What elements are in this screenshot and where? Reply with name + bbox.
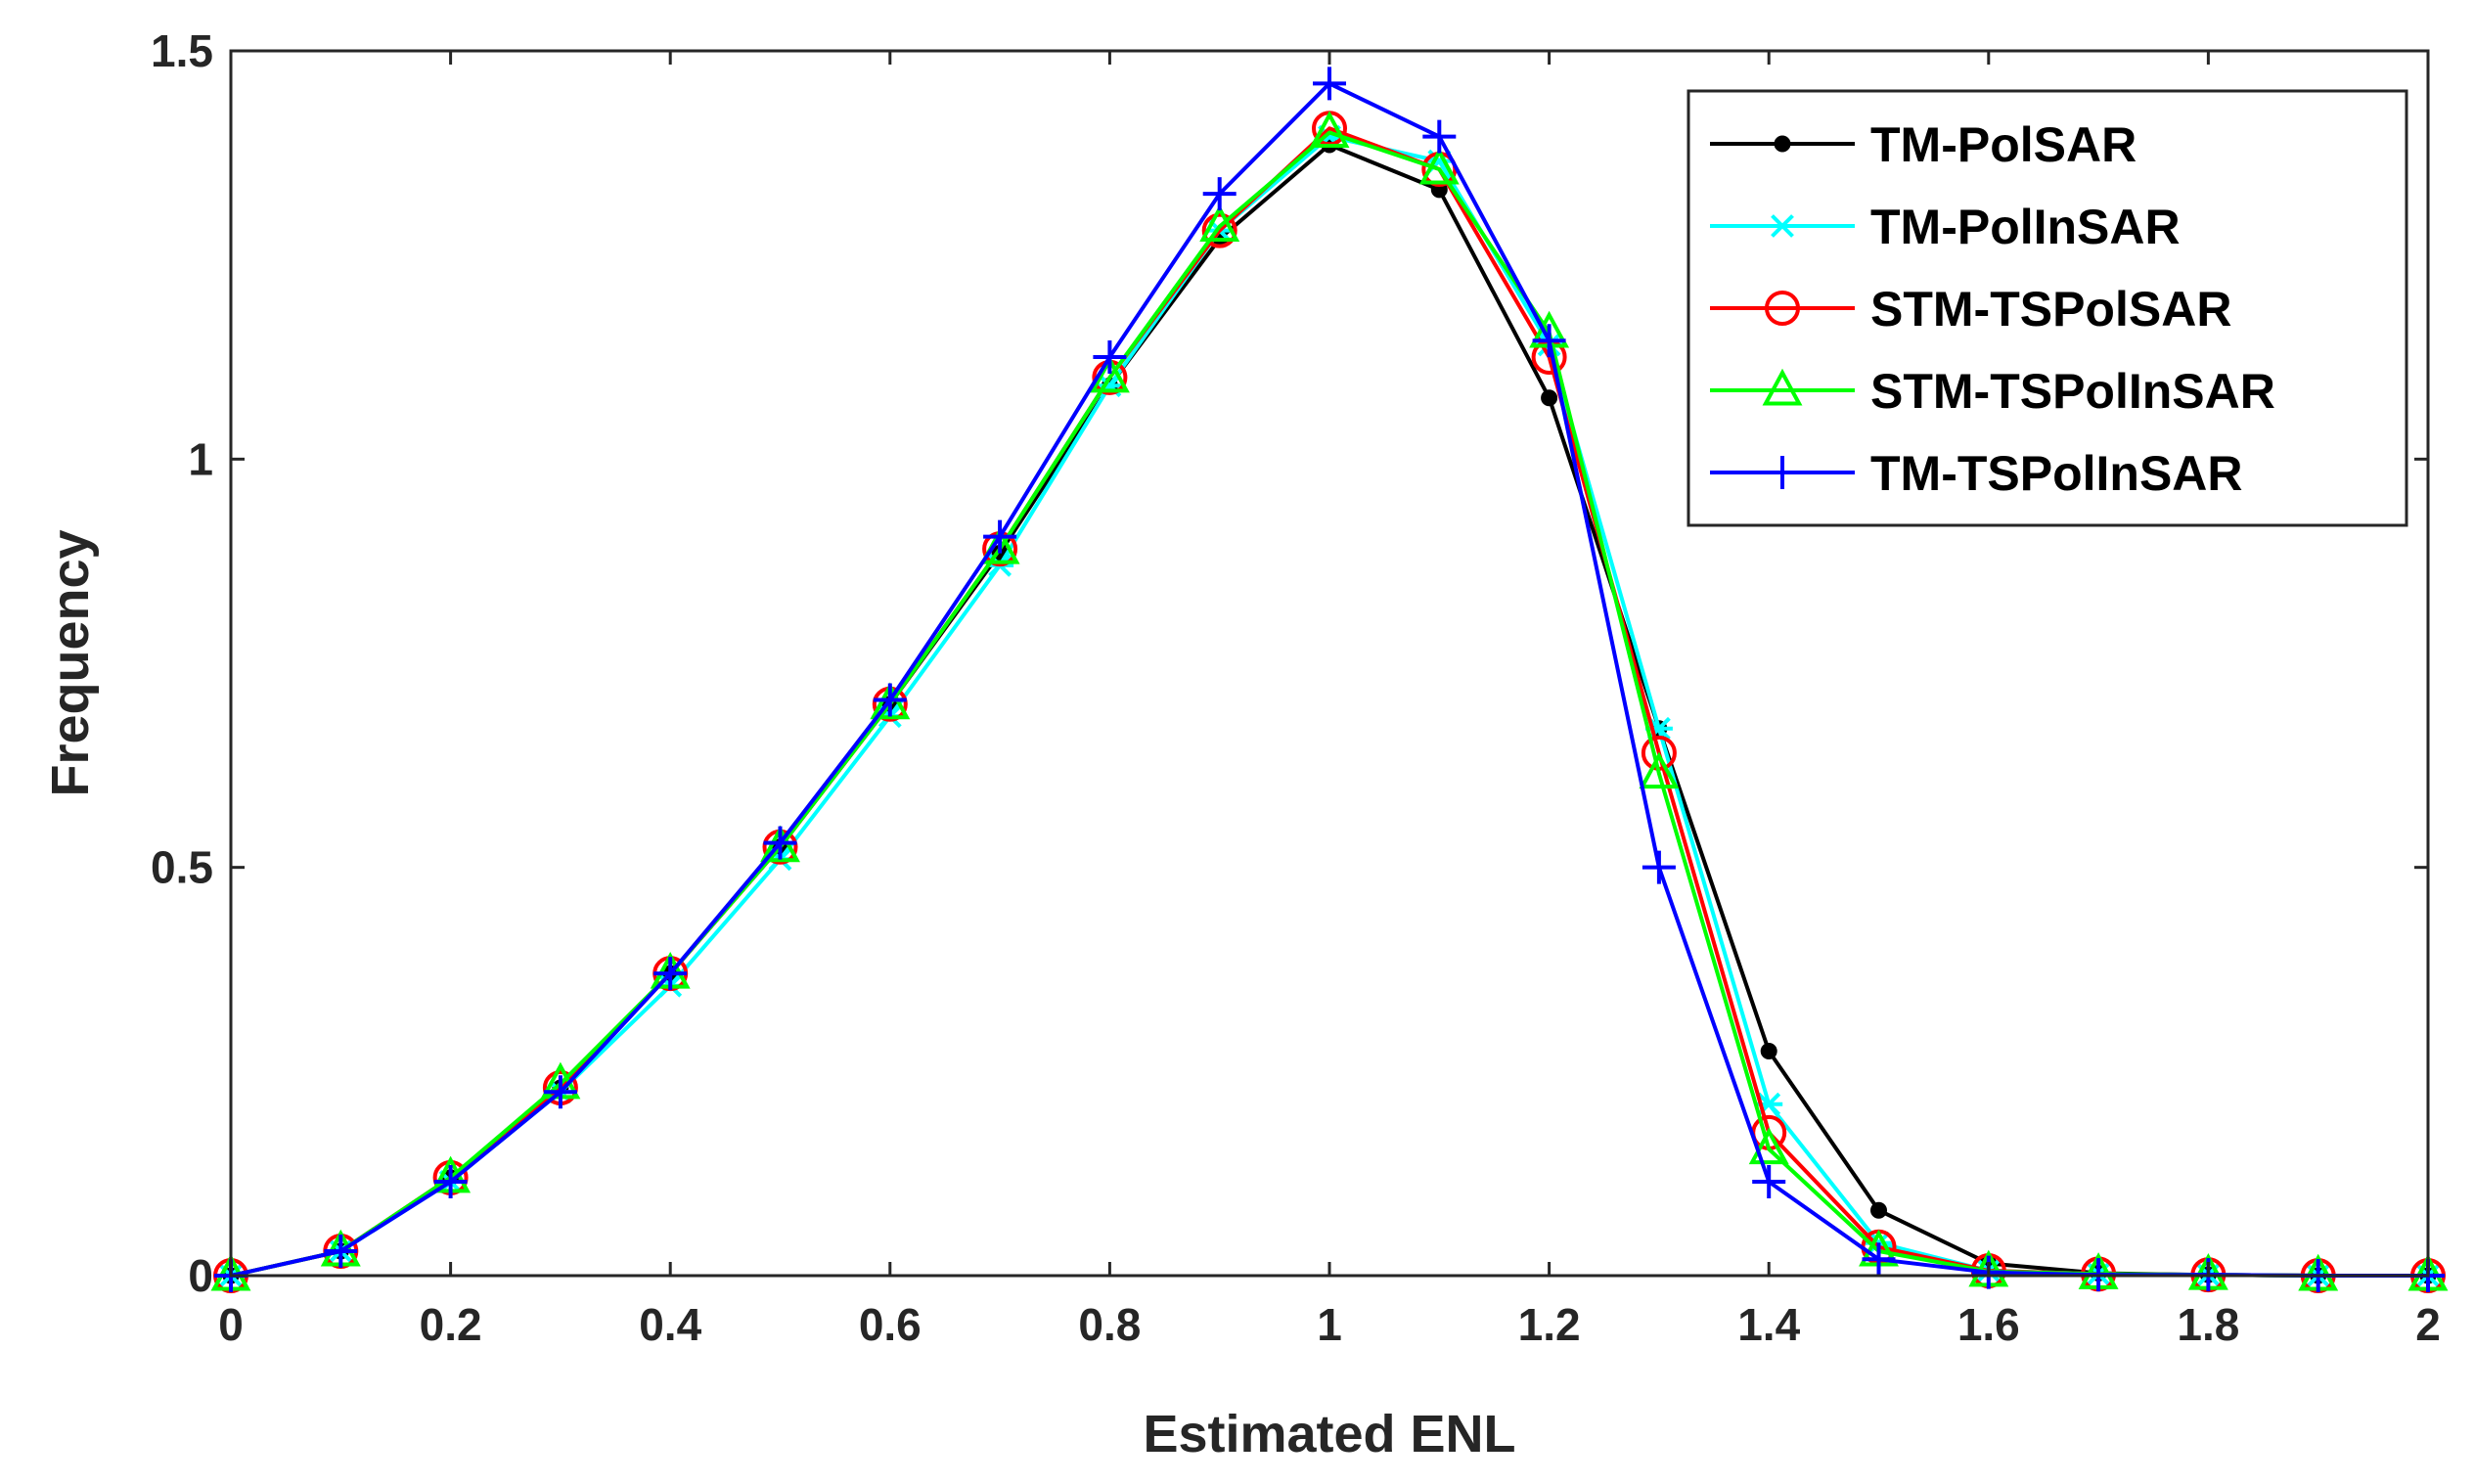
data-point-stm-tspolinsar — [1639, 751, 1680, 789]
x-tick-label: 0 — [218, 1299, 244, 1350]
data-point-tm-tspolinsar — [653, 957, 688, 991]
data-point-stm-tspolinsar — [1418, 147, 1460, 185]
legend-label: STM-TSPolSAR — [1870, 282, 2231, 337]
x-tick-label: 1.4 — [1737, 1299, 1800, 1350]
legend-swatch-marker — [1774, 135, 1791, 153]
legend-label: TM-PolInSAR — [1870, 200, 2181, 254]
data-point-tm-tspolinsar — [1862, 1242, 1896, 1277]
x-tick-label: 1 — [1317, 1299, 1342, 1350]
x-tick-label: 2 — [2415, 1299, 2441, 1350]
legend-item-tm-polsar[interactable]: TM-PolSAR — [1710, 117, 2137, 172]
legend-swatch-marker — [1769, 214, 1796, 238]
data-point-tm-polsar — [1870, 1201, 1887, 1219]
legend-item-stm-tspolsar[interactable]: STM-TSPolSAR — [1710, 282, 2231, 337]
data-point-stm-tspolinsar — [1748, 1127, 1789, 1165]
legend-label: STM-TSPolInSAR — [1870, 364, 2275, 419]
data-point-tm-tspolinsar — [1422, 119, 1457, 154]
data-point-tm-tspolinsar — [1642, 850, 1676, 884]
data-point-tm-tspolinsar — [1093, 340, 1127, 374]
series-layer — [210, 67, 2449, 1293]
y-tick-label: 0.5 — [151, 842, 213, 893]
y-tick-label: 1 — [188, 433, 213, 484]
legend-swatch-marker — [1765, 291, 1800, 326]
x-tick-label: 1.8 — [2177, 1299, 2239, 1350]
legend-item-tm-polinsar[interactable]: TM-PolInSAR — [1710, 200, 2181, 254]
x-tick-label: 1.6 — [1957, 1299, 2020, 1350]
data-point-tm-tspolinsar — [983, 519, 1017, 554]
data-point-tm-tspolinsar — [1532, 324, 1566, 358]
legend-item-stm-tspolinsar[interactable]: STM-TSPolInSAR — [1710, 364, 2275, 419]
y-axis-label: Frequency — [41, 529, 100, 796]
data-point-tm-tspolinsar — [543, 1075, 577, 1109]
data-point-tm-tspolinsar — [1752, 1165, 1786, 1199]
data-point-stm-tspolinsar — [1199, 204, 1240, 242]
legend-label: TM-PolSAR — [1870, 117, 2137, 172]
data-point-tm-tspolinsar — [433, 1165, 468, 1199]
x-tick-label: 0.8 — [1078, 1299, 1141, 1350]
data-point-tm-polsar — [1760, 1042, 1777, 1059]
ticks-layer: 0 0.2 0.4 0.6 0.8 1 1.2 1.4 1.6 1.8 2 0 0.5 1 1.5 — [151, 25, 2441, 1350]
x-tick-label: 1.2 — [1518, 1299, 1581, 1350]
x-tick-label: 0.6 — [859, 1299, 922, 1350]
data-point-tm-polsar — [1541, 389, 1558, 407]
data-point-tm-tspolinsar — [1202, 177, 1237, 211]
legend-swatch-marker — [1762, 368, 1803, 406]
legend-label: TM-TSPolInSAR — [1870, 446, 2243, 501]
y-tick-label: 0 — [188, 1250, 213, 1301]
legend-swatch-marker — [1766, 456, 1799, 489]
x-axis-label: Estimated ENL — [1143, 1405, 1515, 1463]
data-point-tm-tspolinsar — [763, 826, 797, 860]
data-point-tm-tspolinsar — [873, 683, 907, 717]
legend[interactable]: TM-PolSAR TM-PolInSAR STM-TSPolSAR STM-TSPo… — [1687, 89, 2408, 527]
data-point-stm-tspolinsar — [1309, 111, 1350, 148]
x-tick-label: 0.4 — [639, 1299, 701, 1350]
legend-item-tm-tspolinsar[interactable]: TM-TSPolInSAR — [1710, 446, 2243, 501]
data-point-stm-tspolsar — [1201, 212, 1237, 248]
x-tick-label: 0.2 — [420, 1299, 482, 1350]
data-point-tm-tspolinsar — [324, 1234, 358, 1268]
data-point-tm-tspolinsar — [1313, 67, 1346, 101]
data-point-stm-tspolinsar — [1089, 355, 1130, 393]
y-tick-label: 1.5 — [151, 25, 213, 76]
